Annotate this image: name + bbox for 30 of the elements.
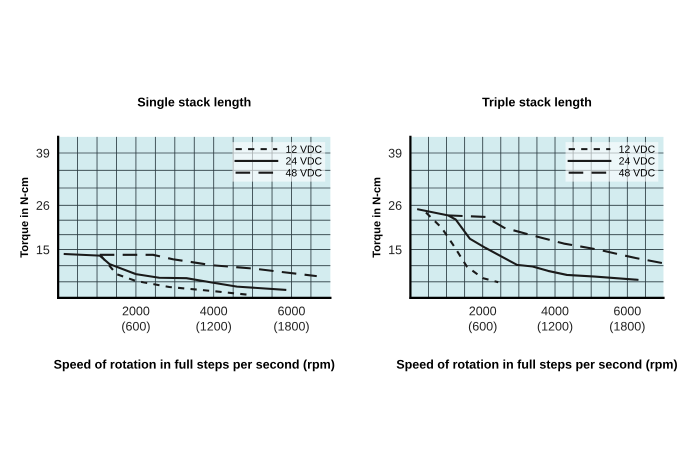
x-tick-label: 6000 xyxy=(614,306,641,316)
legend-label: 24 VDC xyxy=(619,157,655,165)
y-tick-label: 39 xyxy=(388,148,402,158)
x-tick-label: 2000 xyxy=(122,306,150,316)
y-axis-title: Torque in N-cm xyxy=(20,178,30,258)
x2-tick-label: (600) xyxy=(468,322,497,334)
chart-title: Single stack length xyxy=(138,97,250,109)
legend-label: 48 VDC xyxy=(286,169,322,176)
x-tick-label: 4000 xyxy=(541,306,568,316)
y-tick-label: 15 xyxy=(36,246,50,254)
x-tick-label: 4000 xyxy=(200,306,228,316)
legend-label: 12 VDC xyxy=(619,145,655,153)
y-tick-label: 15 xyxy=(389,246,402,254)
x-axis-title: Speed of rotation in full steps per second (rpm) xyxy=(396,360,677,372)
legend-label: 24 VDC xyxy=(286,157,322,165)
x-tick-label: 2000 xyxy=(469,306,496,316)
x-axis-title: Speed of rotation in full steps per second (rpm) xyxy=(54,360,334,372)
x2-tick-label: (600) xyxy=(122,322,150,334)
y-axis-title: Torque in N-cm xyxy=(372,178,383,258)
x2-tick-label: (1200) xyxy=(538,322,572,334)
y-tick-label: 39 xyxy=(36,148,50,158)
legend-label: 48 VDC xyxy=(618,169,655,176)
legend-label: 12 VDC xyxy=(286,145,322,153)
x2-tick-label: (1800) xyxy=(610,322,645,334)
y-tick-label: 26 xyxy=(388,201,402,210)
x-tick-label: 6000 xyxy=(278,306,305,316)
y-tick-label: 26 xyxy=(36,201,50,210)
x2-tick-label: (1800) xyxy=(274,322,309,334)
x2-tick-label: (1200) xyxy=(196,322,231,334)
chart-title: Triple stack length xyxy=(482,97,592,109)
